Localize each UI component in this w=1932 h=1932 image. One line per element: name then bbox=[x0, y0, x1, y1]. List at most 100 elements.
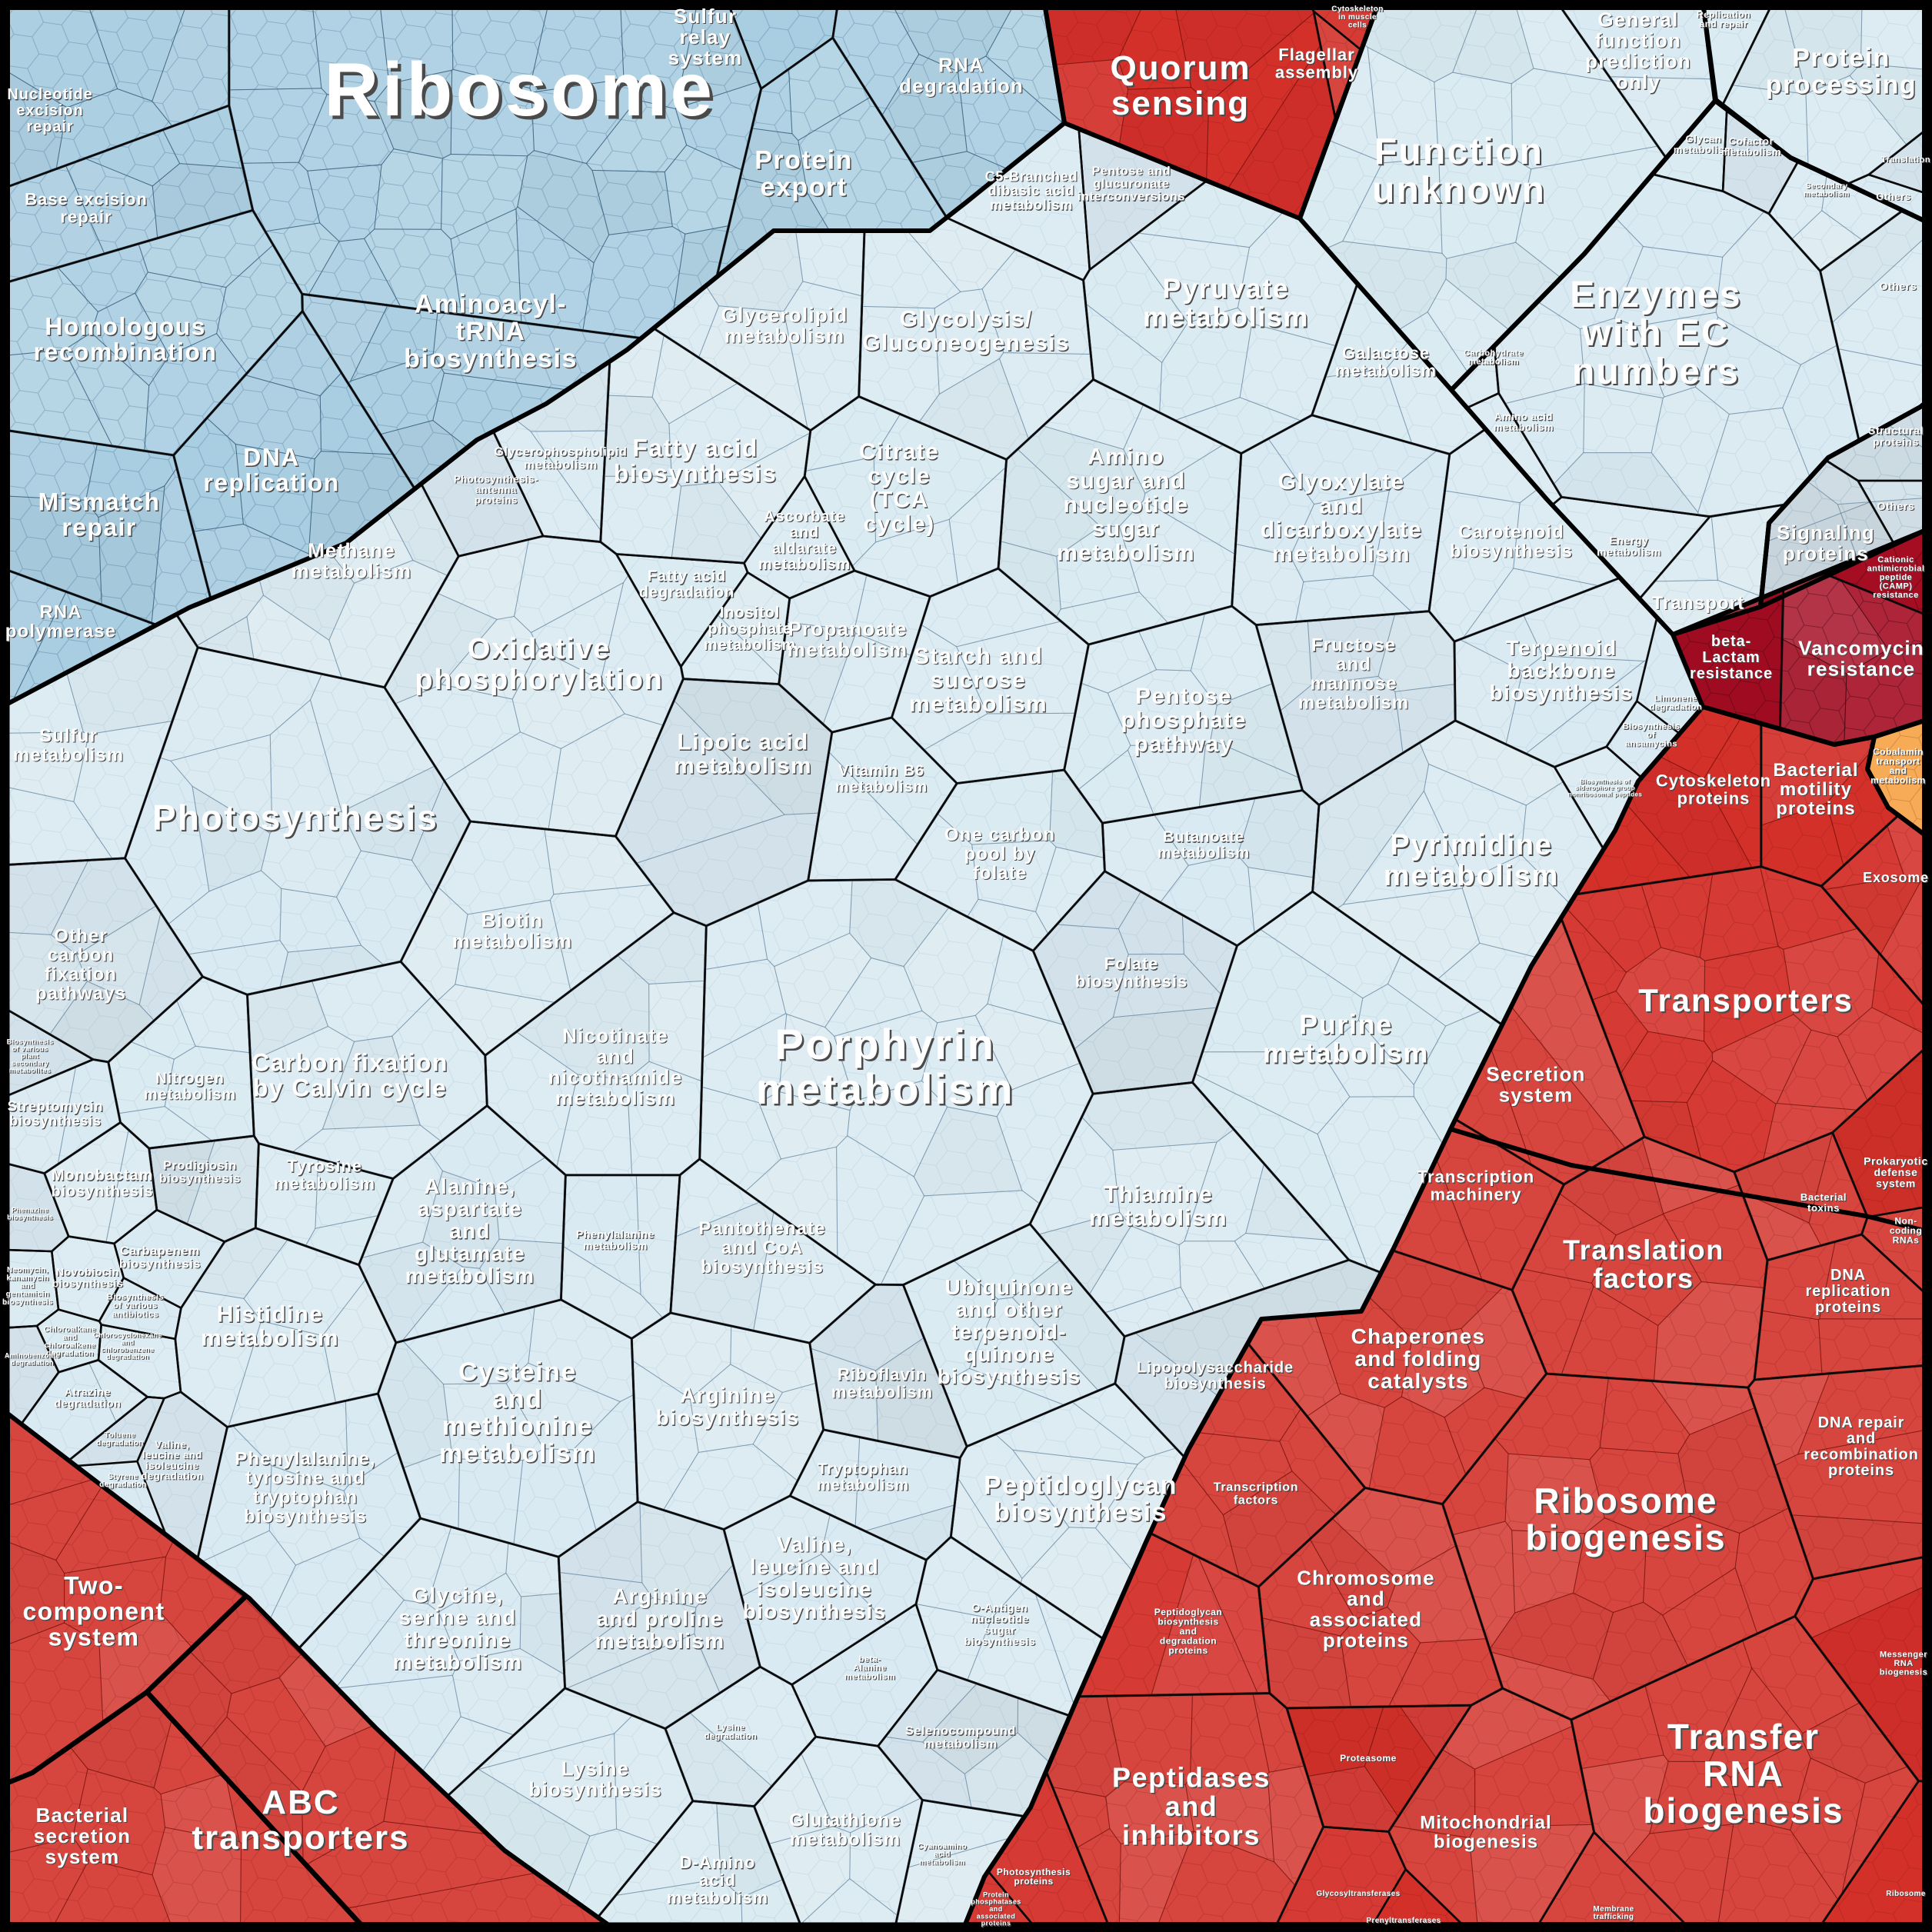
svg-text:Others: Others bbox=[1878, 501, 1916, 513]
svg-text:Others: Others bbox=[1877, 500, 1915, 512]
svg-text:Others: Others bbox=[1880, 281, 1918, 293]
svg-text:Glycosyltransferases: Glycosyltransferases bbox=[1317, 1890, 1401, 1899]
svg-text:Others: Others bbox=[1880, 280, 1917, 292]
svg-text:Transporters: Transporters bbox=[1638, 982, 1854, 1018]
